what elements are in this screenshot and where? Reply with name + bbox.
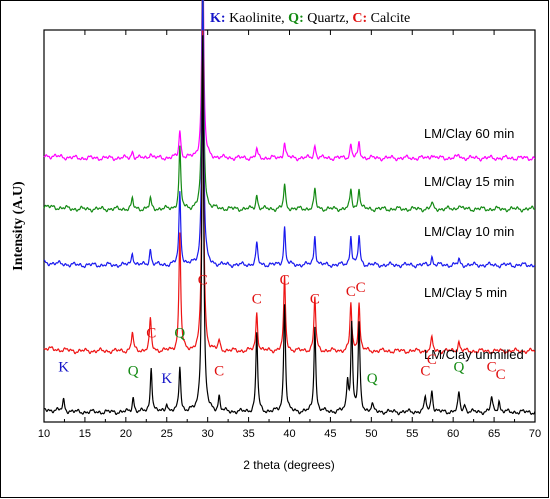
peak-annotation: C [496, 367, 506, 383]
legend-letter: C [352, 11, 362, 26]
legend-title: K: Kaolinite, Q: Quartz, C: Calcite [210, 11, 410, 26]
peak-annotation: Q [453, 360, 464, 376]
series-line [43, 0, 536, 162]
peak-annotation: C [487, 360, 497, 376]
x-tick-label: 40 [283, 428, 295, 440]
legend-word: Quartz [307, 11, 345, 26]
series-line [43, 35, 536, 416]
series-label: LM/Clay 10 min [424, 224, 514, 239]
peak-annotation: K [58, 360, 69, 376]
x-tick-label: 15 [79, 428, 91, 440]
series-label: LM/Clay 5 min [424, 285, 507, 300]
x-tick-label: 70 [529, 428, 541, 440]
x-tick-label: 45 [324, 428, 336, 440]
series-label-layer: LM/Clay 60 min LM/Clay 15 min LM/Clay 10 m… [424, 126, 524, 362]
legend-separator: , [281, 11, 288, 26]
peak-annotation: C [310, 292, 320, 308]
legend-letter: Q [288, 11, 299, 26]
x-tick-label: 20 [120, 428, 132, 440]
peak-annotation: Q [174, 326, 185, 342]
x-tick-label: 30 [202, 428, 214, 440]
y-axis-title: Intensity (A.U) [11, 181, 26, 271]
legend-letter: K [210, 11, 221, 26]
peak-annotation: Q [128, 363, 139, 379]
series-line [43, 30, 536, 355]
series-line [43, 0, 536, 213]
legend-colon: : [362, 11, 370, 26]
peak-annotation: C [214, 363, 224, 379]
x-tick-label: 50 [365, 428, 377, 440]
series-line [43, 0, 536, 269]
x-tick-label: 60 [447, 428, 459, 440]
series-layer [43, 0, 536, 416]
peak-annotation: C [427, 352, 437, 368]
x-tick-label: 65 [488, 428, 500, 440]
x-tick-label: 55 [406, 428, 418, 440]
legend-colon: : [299, 11, 307, 26]
series-label: LM/Clay 60 min [424, 126, 514, 141]
peak-annotation: C [346, 284, 356, 300]
x-axis: 10 15 20 25 30 35 40 45 50 55 60 65 70 [38, 30, 541, 440]
peak-annotation: C [252, 292, 262, 308]
peak-annotation: C [146, 326, 156, 342]
series-label: LM/Clay unmilled [424, 347, 524, 362]
x-tick-label: 10 [38, 428, 50, 440]
peak-annotation: C [420, 363, 430, 379]
x-tick-label: 35 [242, 428, 254, 440]
peak-annotation: C [356, 280, 366, 296]
x-axis-title: 2 theta (degrees) [243, 458, 334, 472]
peak-annotation: C [280, 273, 290, 289]
series-label: LM/Clay 15 min [424, 174, 514, 189]
peak-annotation: Q [367, 371, 378, 387]
legend-colon: : [221, 11, 229, 26]
x-tick-label: 25 [161, 428, 173, 440]
peak-annotation: C [198, 273, 208, 289]
legend-word: Kaolinite [229, 11, 281, 26]
legend-word: Calcite [371, 11, 411, 26]
legend-separator: , [345, 11, 352, 26]
peak-annotation: K [161, 371, 172, 387]
